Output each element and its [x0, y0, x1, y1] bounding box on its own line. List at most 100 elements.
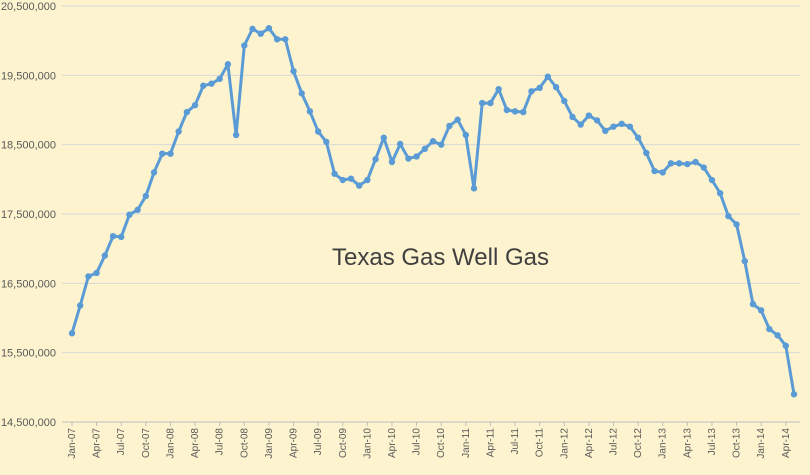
x-axis-tick-labels: Jan-07 Apr-07 Jul-07 Oct-07 Jan-08 Apr-08 Jul-… — [67, 428, 792, 459]
x-tick-label: Apr-10 — [387, 428, 398, 458]
data-point — [191, 101, 199, 109]
data-point — [306, 108, 314, 115]
data-point — [561, 97, 568, 105]
x-tick-label: Jul-12 — [609, 428, 620, 456]
data-point — [675, 160, 683, 167]
data-point — [93, 269, 100, 277]
data-point — [388, 158, 396, 166]
data-point — [667, 160, 675, 167]
data-point — [528, 88, 535, 95]
data-point — [77, 302, 84, 309]
data-point — [118, 233, 125, 241]
data-point — [503, 106, 511, 114]
data-point — [126, 211, 133, 218]
data-point — [265, 24, 273, 32]
data-point — [167, 150, 174, 157]
data-point — [618, 120, 625, 128]
data-point — [487, 99, 494, 107]
y-tick-label: 14,500,000 — [1, 417, 56, 429]
x-tick-label: Oct-07 — [141, 428, 152, 458]
data-point — [142, 192, 150, 200]
x-tick-label: Jan-07 — [67, 428, 78, 459]
data-point — [405, 155, 412, 162]
data-point — [643, 149, 650, 157]
chart-annotation: Texas Gas Well Gas — [332, 244, 549, 271]
data-point — [544, 73, 552, 80]
data-point — [536, 84, 543, 92]
x-tick-label: Jul-09 — [313, 428, 324, 456]
data-point — [314, 128, 322, 135]
x-tick-label: Apr-09 — [289, 428, 300, 458]
y-tick-label: 20,500,000 — [1, 1, 56, 13]
data-point — [725, 212, 732, 220]
data-point — [232, 131, 240, 139]
data-point — [323, 138, 330, 146]
x-tick-label: Apr-07 — [92, 428, 103, 458]
data-point — [626, 123, 634, 130]
x-tick-label: Jul-08 — [215, 428, 226, 456]
y-tick-label: 17,500,000 — [1, 209, 56, 221]
data-point — [355, 182, 363, 189]
x-tick-label: Jan-08 — [165, 428, 176, 459]
x-tick-label: Oct-13 — [732, 428, 743, 458]
data-point — [339, 176, 346, 184]
data-point — [290, 67, 297, 75]
x-tick-label: Jan-11 — [461, 428, 472, 458]
x-tick-label: Oct-12 — [633, 428, 644, 458]
series-layer — [68, 24, 798, 398]
data-point — [520, 108, 527, 116]
data-point — [651, 167, 658, 175]
x-tick-label: Apr-13 — [682, 428, 693, 458]
data-point — [774, 332, 781, 339]
data-point — [273, 36, 281, 43]
data-point — [700, 164, 707, 171]
data-point — [85, 273, 92, 280]
data-point — [183, 108, 191, 116]
data-point — [708, 176, 716, 184]
data-point — [602, 127, 609, 134]
data-point — [593, 117, 601, 124]
axes — [62, 421, 800, 426]
data-point — [421, 145, 428, 153]
data-point — [470, 185, 478, 192]
data-point — [454, 116, 461, 123]
y-tick-label: 16,500,000 — [1, 278, 56, 290]
data-point — [766, 325, 773, 333]
x-tick-label: Jan-14 — [756, 428, 767, 459]
data-point — [610, 123, 617, 130]
data-point — [446, 122, 453, 130]
data-point — [372, 156, 379, 163]
data-point — [298, 90, 305, 97]
x-tick-label: Jan-12 — [559, 428, 570, 459]
data-point — [150, 169, 158, 176]
data-point — [249, 25, 256, 33]
data-point — [413, 153, 420, 160]
data-point — [159, 150, 166, 157]
data-point — [659, 169, 666, 176]
x-tick-label: Apr-12 — [584, 428, 595, 458]
data-point — [101, 252, 109, 259]
x-tick-label: Jul-07 — [116, 428, 127, 456]
y-tick-label: 15,500,000 — [1, 348, 56, 360]
data-point — [68, 330, 76, 337]
x-tick-label: Jul-13 — [707, 428, 718, 456]
y-axis-tick-labels: 14,500,000 15,500,000 16,500,000 17,500,000… — [1, 1, 56, 429]
data-point — [577, 121, 584, 128]
data-point — [396, 140, 404, 148]
data-point — [208, 80, 215, 87]
data-point — [331, 170, 338, 177]
data-point — [716, 190, 724, 197]
x-tick-label: Oct-10 — [436, 428, 447, 458]
data-point — [782, 342, 789, 349]
data-point — [757, 307, 765, 314]
data-point — [364, 176, 371, 184]
data-point — [429, 138, 437, 145]
data-point — [634, 134, 642, 141]
data-point — [741, 257, 748, 265]
data-point — [224, 61, 232, 68]
x-tick-label: Jan-13 — [658, 428, 669, 459]
data-point — [462, 131, 470, 139]
x-tick-label: Jul-10 — [412, 428, 423, 456]
data-point — [511, 108, 519, 115]
